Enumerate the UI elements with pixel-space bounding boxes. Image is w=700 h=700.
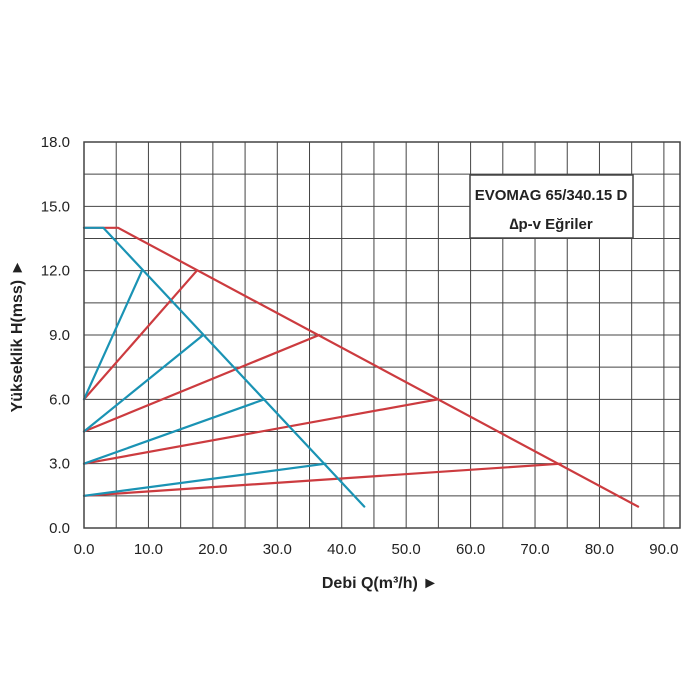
y-tick-label: 12.0 [41, 263, 70, 280]
y-axis-title: Yükseklik H(mss) ► [9, 260, 26, 413]
y-tick-label: 0.0 [49, 520, 70, 537]
plot-frame [83, 141, 681, 529]
y-tick-label: 18.0 [41, 134, 70, 151]
curve-blue-6 [82, 269, 144, 401]
x-tick-label: 20.0 [198, 541, 227, 558]
curve-red-1 [82, 269, 198, 401]
x-tick-label: 90.0 [649, 541, 678, 558]
x-tick-label: 30.0 [263, 541, 292, 558]
x-tick-label: 80.0 [585, 541, 614, 558]
x-axis-title: Debi Q(m³/h) ► [322, 575, 438, 592]
x-tick-label: 50.0 [392, 541, 421, 558]
x-tick-label: 40.0 [327, 541, 356, 558]
y-tick-label: 9.0 [49, 327, 70, 344]
curve-red-4 [82, 462, 562, 497]
y-tick-label: 15.0 [41, 198, 70, 215]
legend-subtitle: ∆p-v Eğriler [509, 216, 593, 233]
curve-blue-5 [82, 226, 366, 508]
y-tick-label: 3.0 [49, 456, 70, 473]
legend-box: EVOMAG 65/340.15 D ∆p-v Eğriler [469, 174, 634, 239]
y-tick-label: 6.0 [49, 391, 70, 408]
curve-red-2 [82, 333, 321, 433]
legend-box-frame [469, 174, 634, 239]
x-tick-label: 60.0 [456, 541, 485, 558]
x-tick-labels: 0.0 10.0 20.0 30.0 40.0 50.0 60.0 70.0 80.0 90.0 [74, 541, 679, 558]
curve-blue-8 [82, 398, 266, 465]
curve-blue-7 [82, 333, 205, 433]
series-group [82, 226, 640, 508]
x-tick-label: 70.0 [520, 541, 549, 558]
y-tick-labels: 0.0 3.0 6.0 9.0 12.0 15.0 18.0 [41, 134, 70, 537]
x-tick-label: 10.0 [134, 541, 163, 558]
grid [84, 142, 680, 528]
x-tick-label: 0.0 [74, 541, 95, 558]
curve-red-3 [82, 398, 440, 465]
legend-title: EVOMAG 65/340.15 D [475, 187, 628, 204]
curve-blue-9 [82, 462, 327, 497]
